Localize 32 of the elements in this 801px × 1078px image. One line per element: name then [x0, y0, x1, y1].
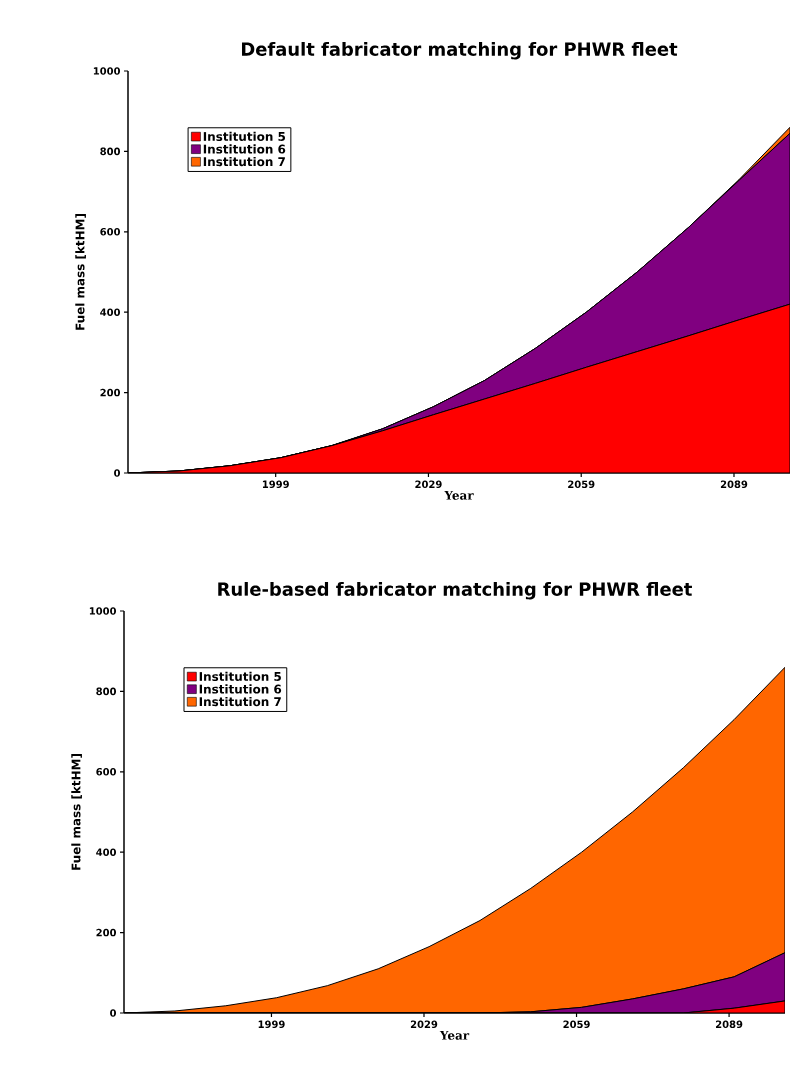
- y-tick-label: 200: [100, 388, 121, 397]
- y-axis-title: Fuel mass [ktHM]: [71, 754, 82, 870]
- y-tick-label: 1000: [89, 607, 117, 615]
- x-tick-label: 2089: [715, 1020, 743, 1029]
- y-tick-label: 400: [96, 848, 117, 856]
- y-axis-title: Fuel mass [ktHM]: [75, 214, 86, 330]
- y-tick-label: 800: [96, 687, 117, 696]
- legend-label: Institution 5: [199, 671, 281, 682]
- x-tick-label: 1999: [262, 480, 289, 489]
- y-tick-label: 0: [110, 1009, 117, 1017]
- y-tick-label: 600: [96, 768, 117, 776]
- legend-label: Institution 7: [203, 156, 285, 167]
- y-tick-label: 800: [100, 147, 121, 156]
- y-tick-label: 0: [114, 469, 121, 477]
- y-tick-label: 1000: [93, 67, 121, 75]
- x-tick-label: 2029: [415, 480, 442, 489]
- y-tick-label: 400: [100, 308, 121, 316]
- x-axis-title: Year: [444, 490, 474, 500]
- x-tick-label: 2059: [568, 480, 595, 489]
- x-tick-label: 2029: [410, 1020, 438, 1029]
- legend-label: Institution 7: [199, 696, 281, 707]
- legend-label: Institution 5: [203, 131, 286, 142]
- x-tick-label: 2059: [563, 1020, 590, 1029]
- chart-title: Default fabricator matching for PHWR fleet: [242, 42, 678, 60]
- y-tick-label: 200: [96, 928, 117, 937]
- x-axis-title: Year: [439, 1030, 470, 1040]
- legend-label: Institution 6: [199, 684, 282, 694]
- chart-title: Rule-based fabricator matching for PHWR fleet: [218, 582, 692, 600]
- legend-label: Institution 6: [203, 144, 286, 154]
- x-tick-label: 1999: [258, 1020, 285, 1029]
- y-tick-label: 600: [100, 228, 121, 236]
- x-tick-label: 2089: [720, 480, 748, 489]
